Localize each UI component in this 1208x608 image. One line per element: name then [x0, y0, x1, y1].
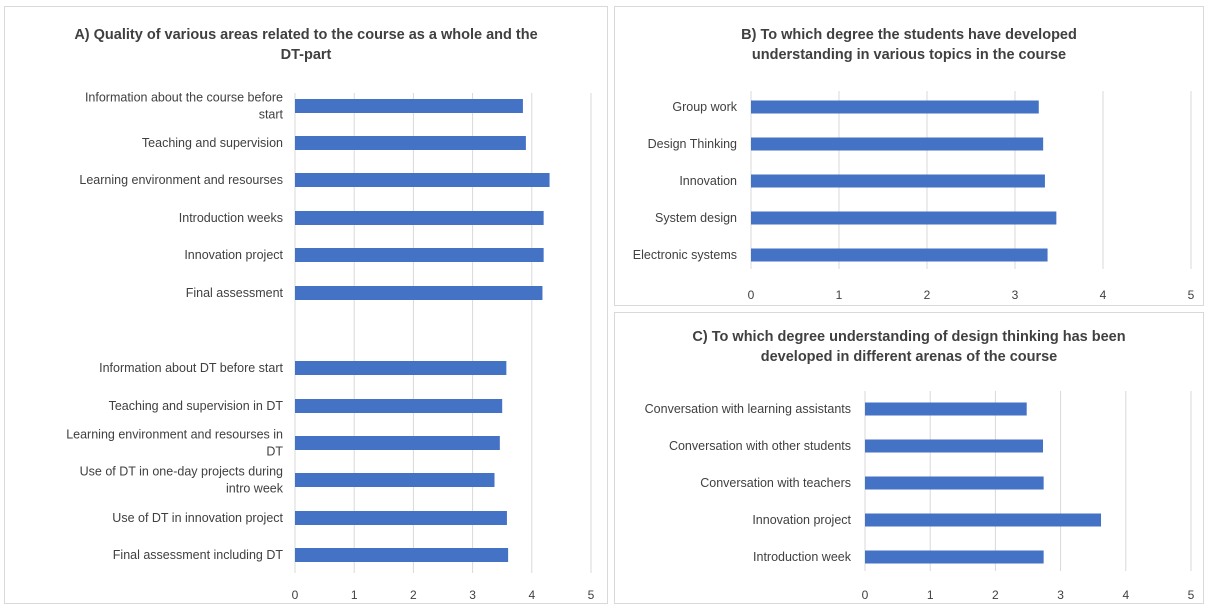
bar: [751, 174, 1045, 188]
x-tick-label: 3: [1012, 288, 1019, 302]
bar: [865, 476, 1044, 490]
x-tick-label: 3: [1057, 588, 1064, 602]
x-tick-label: 4: [1100, 288, 1107, 302]
bar: [751, 137, 1044, 151]
category-label: Teaching and supervision: [142, 136, 283, 150]
category-label: Final assessment including DT: [113, 548, 284, 562]
bar: [295, 99, 523, 113]
chart-title-a: A) Quality of various areas related to t…: [74, 27, 538, 63]
bar: [295, 473, 495, 487]
bar: [295, 173, 550, 187]
chart-title-c: C) To which degree understanding of desi…: [692, 329, 1126, 365]
x-tick-label: 1: [927, 588, 934, 602]
category-label: Conversation with learning assistants: [645, 402, 851, 416]
bar: [865, 402, 1027, 416]
bar: [295, 548, 509, 562]
category-label: Electronic systems: [633, 248, 737, 262]
bar: [865, 513, 1102, 527]
x-tick-label: 0: [748, 288, 755, 302]
category-label: Group work: [672, 100, 737, 114]
bar: [751, 100, 1039, 114]
bar: [865, 439, 1043, 453]
category-label: Final assessment: [186, 286, 284, 300]
bar: [295, 511, 507, 525]
x-tick-label: 1: [836, 288, 843, 302]
bar: [751, 211, 1057, 225]
bar-chart-b: 0 1 2 3 4 5 Group work Design Thinking Innovatio…: [633, 91, 1195, 302]
bar: [295, 361, 507, 375]
x-tick-label: 1: [351, 588, 358, 602]
category-label: Introduction week: [753, 550, 852, 564]
x-tick-label: 2: [924, 288, 931, 302]
category-label: Innovation project: [184, 248, 283, 262]
bar-chart-c: 0 1 2 3 4 5 Conversation with learning assista…: [645, 391, 1195, 602]
bar: [295, 286, 543, 300]
category-label: Learning environment and resourses in DT: [66, 428, 283, 459]
category-label: System design: [655, 211, 737, 225]
x-tick-label: 4: [528, 588, 535, 602]
bar: [295, 436, 500, 450]
category-label: Conversation with other students: [669, 439, 851, 453]
bar: [865, 550, 1044, 564]
category-label: Introduction weeks: [179, 211, 283, 225]
bar-chart-a: 0 1 2 3 4 5 Information about the course befor…: [66, 91, 595, 603]
category-label: Information about the course before start: [85, 91, 284, 122]
x-tick-label: 5: [1188, 288, 1195, 302]
x-tick-label: 0: [292, 588, 299, 602]
category-label: Use of DT in one-day projects during intr…: [80, 465, 284, 496]
bar: [295, 136, 526, 150]
category-label: Innovation: [679, 174, 737, 188]
category-label: Design Thinking: [648, 137, 737, 151]
x-tick-label: 5: [1188, 588, 1195, 602]
category-label: Use of DT in innovation project: [112, 511, 283, 525]
category-label: Information about DT before start: [99, 361, 283, 375]
category-label: Learning environment and resourses: [79, 173, 283, 187]
x-tick-label: 5: [588, 588, 595, 602]
bar: [295, 248, 544, 262]
category-label: Teaching and supervision in DT: [109, 399, 284, 413]
x-tick-label: 2: [410, 588, 417, 602]
x-tick-label: 4: [1122, 588, 1129, 602]
x-tick-label: 2: [992, 588, 999, 602]
bar: [751, 248, 1048, 262]
x-tick-label: 0: [862, 588, 869, 602]
bar: [295, 399, 503, 413]
bar: [295, 211, 544, 225]
chart-panel-c: C) To which degree understanding of desi…: [614, 312, 1204, 604]
chart-panel-a: A) Quality of various areas related to t…: [4, 6, 608, 604]
category-label: Conversation with teachers: [700, 476, 851, 490]
chart-panel-b: B) To which degree the students have dev…: [614, 6, 1204, 306]
category-label: Innovation project: [752, 513, 851, 527]
x-tick-label: 3: [469, 588, 476, 602]
chart-title-b: B) To which degree the students have dev…: [741, 27, 1077, 63]
